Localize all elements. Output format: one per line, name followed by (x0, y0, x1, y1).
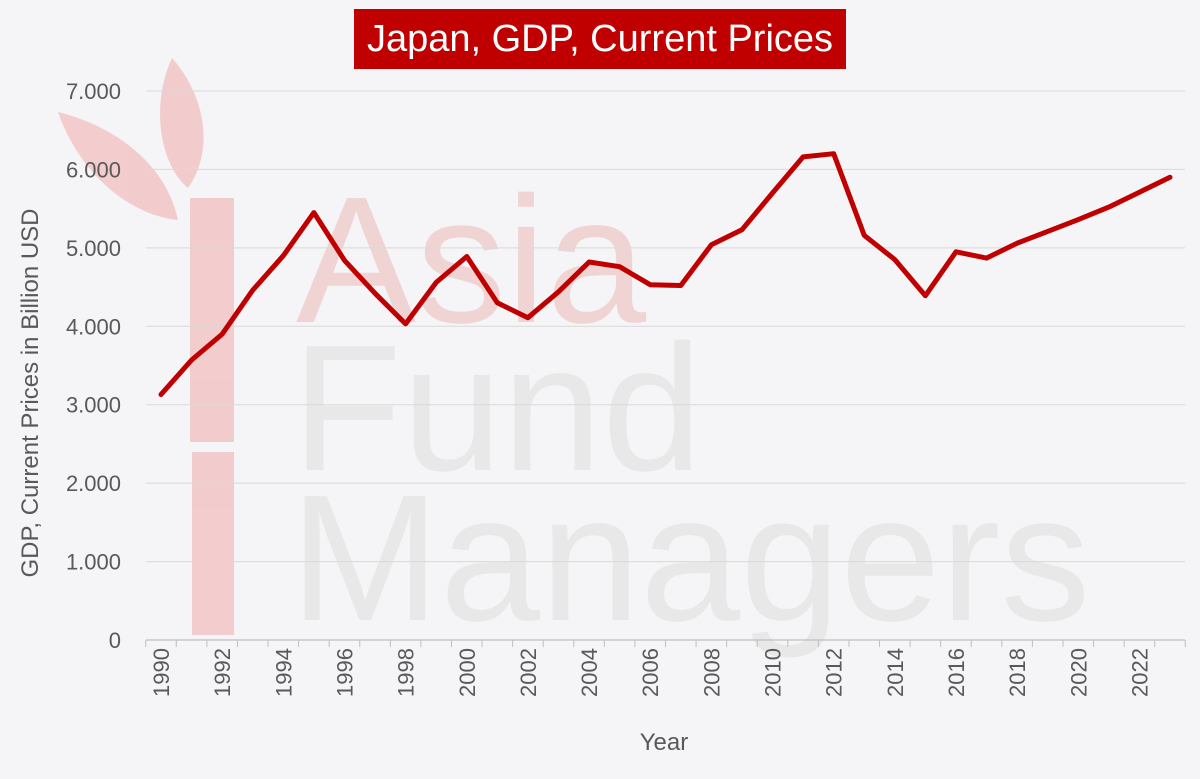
x-tick-label: 2004 (577, 648, 602, 697)
y-tick-label: 3.000 (66, 393, 121, 418)
y-tick-label: 7.000 (66, 79, 121, 104)
y-tick-label: 1.000 (66, 550, 121, 575)
x-tick-label: 2006 (638, 648, 663, 697)
x-tick-label: 2020 (1066, 648, 1091, 697)
x-tick-label: 1992 (210, 648, 235, 697)
x-tick-label: 1996 (332, 648, 357, 697)
gridlines (146, 90, 1185, 563)
y-tick-label: 0 (109, 628, 121, 653)
y-tick-label: 6.000 (66, 157, 121, 182)
x-tick-label: 2008 (699, 648, 724, 697)
y-axis-ticks: 0 1.000 2.000 3.000 4.000 5.000 6.000 7.000 (66, 79, 121, 653)
y-tick-label: 2.000 (66, 471, 121, 496)
watermark-bar-top (190, 198, 234, 442)
x-tick-label: 2014 (883, 648, 908, 697)
watermark-bar-bottom (192, 452, 234, 635)
x-tick-label: 2016 (944, 648, 969, 697)
series-layer (158, 151, 1173, 397)
chart-title: Japan, GDP, Current Prices (354, 9, 846, 69)
y-tick-label: 5.000 (66, 236, 121, 261)
watermark-leaf-left (58, 112, 178, 220)
x-tick-label: 1990 (149, 648, 174, 697)
x-tick-label: 1998 (394, 648, 419, 697)
y-tick-label: 4.000 (66, 314, 121, 339)
watermark-text-managers: Managers (290, 458, 1090, 659)
watermark: Asia Fund Managers (58, 58, 1090, 659)
series-line (158, 151, 1173, 397)
x-tick-label: 2002 (516, 648, 541, 697)
y-axis-title: GDP, Current Prices in Billion USD (17, 208, 44, 578)
x-axis: 1990 1992 1994 1996 1998 2000 2002 2004 2006 2008… (145, 639, 1186, 697)
x-tick-label: 2018 (1005, 648, 1030, 697)
watermark-leaf-right (160, 58, 204, 188)
x-tick-label: 2010 (761, 648, 786, 697)
x-tick-label: 2012 (822, 648, 847, 697)
x-tick-label: 1994 (271, 648, 296, 697)
x-axis-title: Year (639, 729, 689, 756)
watermark-text-fund: Fund (292, 308, 702, 509)
x-tick-label: 2000 (455, 648, 480, 697)
x-tick-label: 2022 (1127, 648, 1152, 697)
